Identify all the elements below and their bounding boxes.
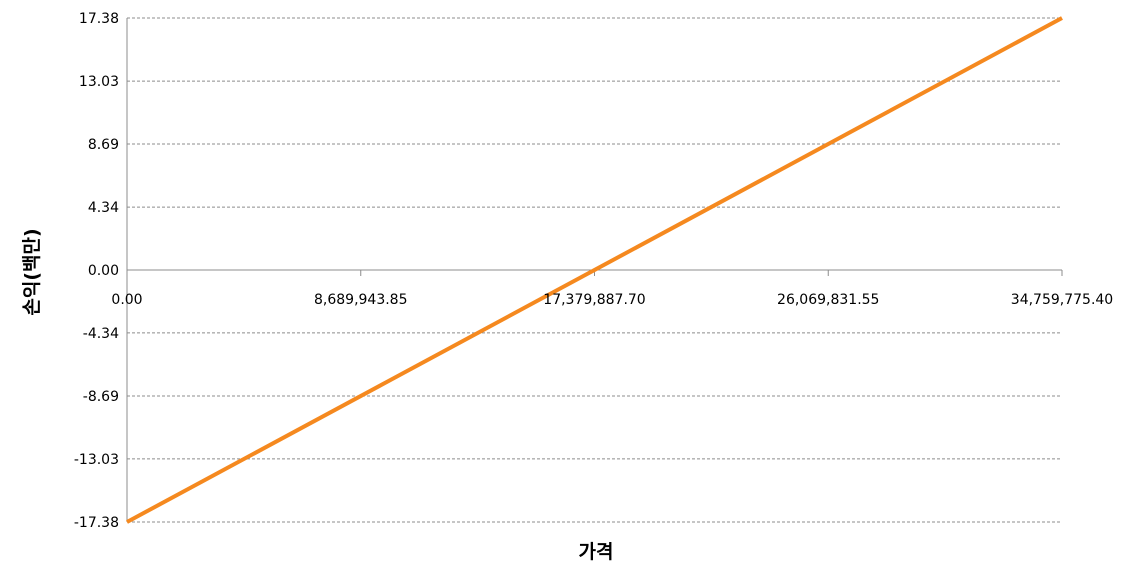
y-tick-label: -17.38 xyxy=(74,515,119,531)
series-line xyxy=(126,16,1063,524)
y-tick-label: -8.69 xyxy=(83,389,119,405)
y-axis-title: 손익(백만) xyxy=(21,228,43,315)
x-tick-label: 34,759,775.40 xyxy=(1011,292,1113,308)
gridlines xyxy=(127,17,1062,523)
series xyxy=(126,16,1063,524)
y-tick-label: 4.34 xyxy=(88,200,119,216)
x-tick-label: 26,069,831.55 xyxy=(777,292,879,308)
x-tick-label: 0.00 xyxy=(111,292,142,308)
x-axis-title: 가격 xyxy=(579,541,614,563)
y-tick-label: 0.00 xyxy=(88,263,119,279)
x-tick-label: 8,689,943.85 xyxy=(314,292,408,308)
y-tick-label: 17.38 xyxy=(79,11,119,27)
y-tick-label: 13.03 xyxy=(79,74,119,90)
x-tick-label: 17,379,887.70 xyxy=(543,292,645,308)
y-tick-label: -4.34 xyxy=(83,326,119,342)
tick-labels: 17.38 13.03 8.69 4.34 0.00 -4.34 -8.69 -13.03 -1… xyxy=(74,11,1113,531)
y-tick-label: 8.69 xyxy=(88,137,119,153)
y-tick-label: -13.03 xyxy=(74,452,119,468)
